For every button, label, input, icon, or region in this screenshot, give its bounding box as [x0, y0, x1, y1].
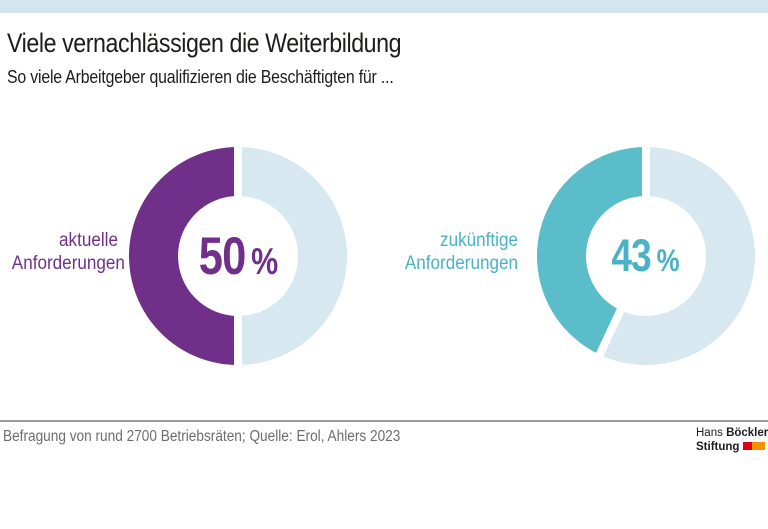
label-line: zukünftige	[440, 230, 518, 251]
value-number: 50	[198, 226, 246, 286]
value-number: 43	[611, 230, 652, 281]
label-line: aktuelle	[59, 230, 118, 251]
top-accent-bar	[0, 0, 768, 13]
label-line: Anforderungen	[404, 253, 518, 274]
page-subtitle: So viele Arbeitgeber qualifizieren die B…	[7, 67, 394, 87]
donut-label-future-requirements: zukünftige Anforderungen	[360, 229, 518, 275]
page-title: Viele vernachlässigen die Weiterbildung	[7, 28, 402, 58]
hans-boeckler-stiftung-logo: Hans Böckler Stiftung	[696, 427, 768, 454]
donut-value-text: 43%	[612, 230, 680, 282]
footer-divider-line	[0, 420, 768, 422]
label-line: Anforderungen	[11, 253, 125, 274]
logo-line-1: Hans Böckler	[696, 427, 768, 441]
donut-value-future-requirements: 43%	[531, 141, 761, 371]
percent-sign: %	[657, 242, 681, 278]
donut-value-text: 50%	[198, 226, 277, 287]
logo-hans: Hans	[696, 427, 723, 439]
donut-chart-current-requirements	[129, 141, 347, 371]
logo-flag-icon	[743, 441, 766, 450]
donut-label-current-requirements: aktuelle Anforderungen	[0, 229, 125, 275]
source-note: Befragung von rund 2700 Betriebsräten; Q…	[3, 428, 401, 445]
logo-stiftung: Stiftung	[696, 440, 740, 453]
flag-red-block	[743, 442, 753, 450]
donut-value-current-requirements: 50%	[123, 141, 353, 371]
logo-line-2: Stiftung	[696, 441, 768, 455]
logo-boeckler: Böckler	[726, 427, 768, 439]
flag-orange-block	[752, 442, 766, 450]
percent-sign: %	[250, 239, 278, 282]
donut-chart-future-requirements	[537, 141, 755, 365]
